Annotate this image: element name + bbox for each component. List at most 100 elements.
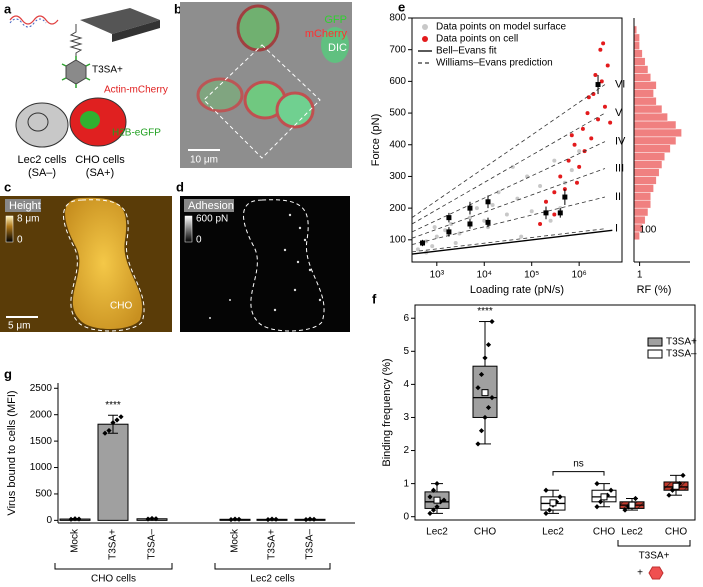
- cantilever: [112, 20, 160, 42]
- channel-label: GFP: [324, 14, 347, 26]
- mean-point: [467, 205, 473, 211]
- data-point: [474, 206, 479, 211]
- line-label: I: [615, 223, 618, 235]
- histogram-bar: [633, 112, 668, 122]
- x-tick-label: CHO: [474, 527, 496, 538]
- y-tick-label: 5: [403, 346, 409, 357]
- data-point: [449, 221, 454, 226]
- mean-point: [557, 210, 563, 216]
- scale-label: 5 μm: [8, 321, 30, 332]
- legend-label: Data points on cell: [436, 34, 518, 45]
- x-tick-label: Mock: [230, 528, 241, 553]
- nucleus: [80, 111, 100, 129]
- data-point: [632, 495, 639, 502]
- data-point: [478, 428, 485, 434]
- histogram-bar: [633, 81, 657, 90]
- data-point: [589, 136, 594, 141]
- colorbar-label: 8 μm: [17, 214, 39, 225]
- data-point: [434, 481, 440, 487]
- data-point: [232, 516, 238, 522]
- label-bg: [5, 199, 41, 212]
- data-point: [566, 158, 571, 163]
- legend-label: Bell–Evans fit: [436, 46, 497, 57]
- cantilever: [80, 8, 160, 34]
- histogram-bar: [633, 207, 649, 217]
- data-point: [552, 212, 557, 217]
- y-tick-label: 2500: [30, 383, 53, 394]
- mean: [600, 493, 608, 501]
- bar: [97, 423, 129, 521]
- data-point: [432, 225, 437, 230]
- data-point: [76, 516, 82, 522]
- histogram-bar: [633, 89, 654, 98]
- channel-label: mCherry: [305, 28, 348, 40]
- data-point: [594, 481, 600, 487]
- data-point: [482, 355, 488, 361]
- cell-label: (SA–): [28, 167, 56, 179]
- data-point: [608, 120, 613, 125]
- data-point: [153, 516, 159, 522]
- data-point: [597, 499, 604, 505]
- x-tick-label: 10⁴: [477, 270, 492, 281]
- data-point: [552, 158, 557, 163]
- cell-lec2: [15, 102, 69, 148]
- nucleus: [27, 112, 49, 132]
- mean: [481, 389, 489, 397]
- data-point: [467, 215, 472, 220]
- colorbar: [184, 215, 193, 243]
- cell: [275, 91, 315, 129]
- x-tick-label: 10³: [430, 270, 445, 281]
- data-point: [106, 427, 112, 434]
- fit-line: [412, 112, 606, 225]
- fit-line: [412, 84, 606, 218]
- histogram-bar: [633, 33, 640, 43]
- y-tick-label: 2: [403, 445, 409, 456]
- data-point: [680, 472, 686, 478]
- group-label: CHO cells: [91, 574, 136, 585]
- fit-line: [412, 168, 606, 239]
- data-point: [608, 487, 614, 493]
- histogram-bar: [633, 41, 640, 50]
- mean-point: [467, 221, 473, 227]
- cell-label: (SA+): [86, 167, 114, 179]
- data-point: [605, 63, 610, 68]
- data-point: [228, 516, 234, 523]
- histogram-bar: [633, 144, 671, 153]
- data-point: [543, 199, 548, 204]
- panel-label: b: [174, 1, 182, 16]
- data-point: [543, 510, 549, 516]
- panel-label: g: [4, 366, 12, 381]
- data-point: [303, 516, 309, 523]
- y-tick-label: 500: [35, 489, 52, 500]
- x-tick-label: CHO: [593, 527, 615, 538]
- data-point: [457, 231, 462, 236]
- histogram-bar: [633, 57, 646, 66]
- significance: ****: [105, 400, 121, 411]
- y-tick-label: 1: [403, 478, 409, 489]
- cell: [196, 77, 244, 113]
- y-tick-label: 0: [46, 515, 52, 526]
- mean: [433, 496, 441, 504]
- data-point: [510, 164, 515, 169]
- x-axis-label: Loading rate (pN/s): [470, 284, 564, 296]
- histogram-bar: [633, 65, 649, 74]
- data-point: [601, 41, 606, 46]
- data-point: [68, 516, 74, 522]
- line-label: II: [615, 191, 621, 203]
- data-point: [149, 515, 155, 522]
- data-point: [599, 79, 604, 84]
- virus-spikes: [61, 56, 91, 88]
- legend-swatch: [647, 349, 663, 359]
- line-label: V: [615, 107, 623, 119]
- x-tick-label: T3SA+: [108, 529, 119, 560]
- treatment-label: T3SA+: [639, 551, 670, 562]
- legend-swatch: [422, 36, 428, 42]
- data-point: [443, 228, 448, 233]
- data-point: [602, 104, 607, 109]
- cell-height: [65, 197, 143, 329]
- virus: [65, 59, 87, 85]
- histogram-bar: [633, 73, 652, 82]
- y-tick-label: 200: [389, 203, 406, 214]
- data-point: [430, 487, 437, 493]
- data-point: [430, 244, 435, 249]
